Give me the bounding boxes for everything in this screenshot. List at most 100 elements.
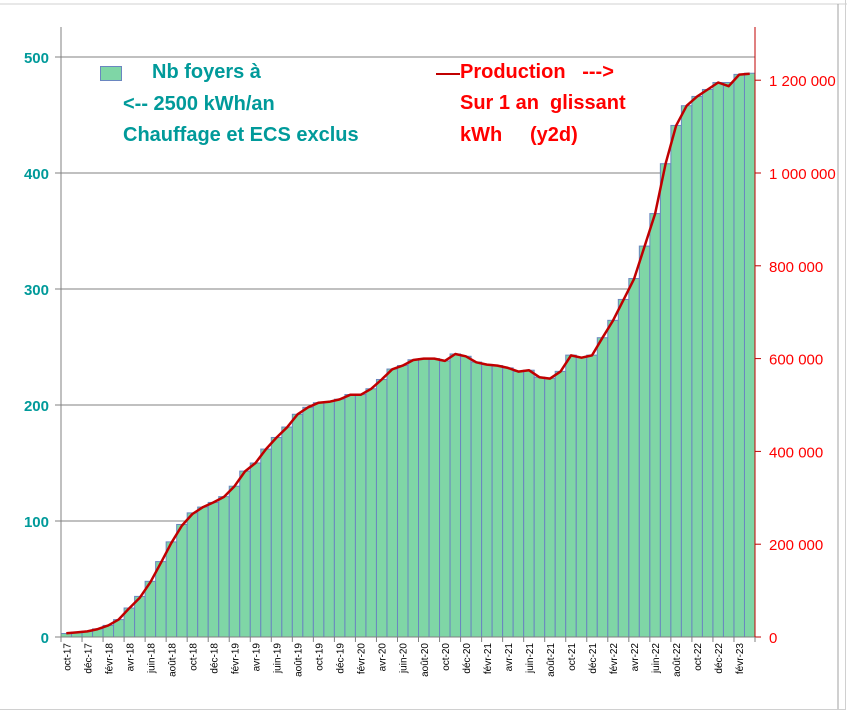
x-tick-label: févr-22 xyxy=(609,643,620,675)
bar xyxy=(596,337,609,638)
bar xyxy=(249,462,262,638)
bar xyxy=(659,163,672,638)
bar xyxy=(512,370,525,638)
bar xyxy=(302,406,314,638)
x-tick-label: avr-22 xyxy=(630,643,641,672)
bar xyxy=(281,426,293,638)
legend-bars-line-1: Nb foyers à xyxy=(152,61,261,83)
bar xyxy=(533,376,546,638)
bar xyxy=(481,363,493,638)
x-tick-label: déc-19 xyxy=(336,643,347,674)
bar xyxy=(701,88,714,638)
bar xyxy=(733,73,745,638)
bar xyxy=(449,353,462,638)
x-tick-label: juin-22 xyxy=(651,643,662,674)
bar xyxy=(680,105,693,638)
bar xyxy=(617,298,630,638)
bar xyxy=(354,394,367,638)
legend-line-line-3: kWh (y2d) xyxy=(460,124,578,146)
x-tick-label: oct-17 xyxy=(62,643,73,671)
right-tick-label: 600 000 xyxy=(769,352,823,369)
bar xyxy=(691,95,703,638)
bar xyxy=(575,356,588,638)
x-tick-label: déc-21 xyxy=(588,643,599,674)
bar xyxy=(586,354,598,638)
x-tick-label: févr-19 xyxy=(231,643,242,675)
bar xyxy=(722,82,735,638)
x-tick-label: avr-18 xyxy=(125,643,136,672)
bar xyxy=(491,365,504,638)
x-tick-label: août-20 xyxy=(420,643,431,677)
x-tick-label: oct-21 xyxy=(567,643,578,671)
bar xyxy=(312,402,325,638)
bar xyxy=(396,365,409,638)
x-tick-label: avr-21 xyxy=(504,643,515,672)
x-tick-label: févr-20 xyxy=(357,643,368,675)
bar xyxy=(218,496,230,638)
legend-line-line-2: Sur 1 an glissant xyxy=(460,92,626,114)
legend-line-swatch xyxy=(436,73,460,75)
x-tick-label: août-21 xyxy=(546,643,557,677)
bar xyxy=(197,506,209,638)
x-tick-label: déc-17 xyxy=(83,643,94,674)
right-tick-label: 1 000 000 xyxy=(769,166,836,183)
bar xyxy=(270,436,283,638)
bar xyxy=(439,360,451,638)
bar xyxy=(323,401,335,638)
bar xyxy=(628,278,640,638)
bar xyxy=(523,369,535,638)
bar xyxy=(649,213,661,638)
bar xyxy=(428,358,441,638)
production-line xyxy=(66,72,750,635)
bar xyxy=(365,388,377,638)
x-tick-label: août-22 xyxy=(672,643,683,677)
bar xyxy=(670,124,682,638)
bar xyxy=(607,319,619,638)
bar xyxy=(712,82,724,638)
x-tick-label: déc-22 xyxy=(714,643,725,674)
x-tick-label: oct-20 xyxy=(441,643,452,671)
x-tick-label: févr-18 xyxy=(104,643,115,675)
x-tick-label: déc-20 xyxy=(462,643,473,674)
bar xyxy=(260,448,272,638)
right-tick-label: 0 xyxy=(769,630,777,647)
left-tick-label: 200 xyxy=(24,398,49,415)
legend-bars-line-3: Chauffage et ECS exclus xyxy=(123,124,359,146)
x-tick-label: avr-20 xyxy=(378,643,389,672)
right-tick-label: 400 000 xyxy=(769,444,823,461)
bar xyxy=(239,470,251,638)
x-tick-label: févr-21 xyxy=(483,643,494,675)
bar xyxy=(228,485,241,638)
legend-bars-swatch xyxy=(100,66,122,81)
x-tick-label: oct-22 xyxy=(693,643,704,671)
legend-line-line-1: Production ---> xyxy=(460,61,614,83)
bar xyxy=(344,394,356,638)
bar xyxy=(186,512,199,638)
bar xyxy=(502,367,514,638)
left-tick-label: 100 xyxy=(24,514,49,531)
x-tick-label: juin-19 xyxy=(273,643,284,674)
right-tick-label: 1 200 000 xyxy=(769,73,836,90)
bar xyxy=(155,561,167,638)
x-tick-label: déc-18 xyxy=(209,643,220,674)
bar xyxy=(333,398,346,638)
x-tick-label: août-19 xyxy=(294,643,305,677)
x-tick-label: oct-19 xyxy=(315,643,326,671)
left-tick-label: 500 xyxy=(24,50,49,67)
bar xyxy=(176,523,188,638)
x-tick-label: juin-21 xyxy=(525,643,536,674)
bar xyxy=(554,370,567,638)
bar xyxy=(207,501,220,638)
legend-bars-line-2: <-- 2500 kWh/an xyxy=(123,93,275,115)
bar xyxy=(375,378,388,638)
bar xyxy=(743,72,756,638)
x-tick-label: juin-20 xyxy=(399,643,410,674)
x-tick-label: avr-19 xyxy=(252,643,263,672)
right-tick-label: 200 000 xyxy=(769,537,823,554)
bar xyxy=(565,354,577,638)
bar xyxy=(418,358,430,638)
x-tick-label: oct-18 xyxy=(188,643,199,671)
x-tick-label: févr-23 xyxy=(735,643,746,675)
